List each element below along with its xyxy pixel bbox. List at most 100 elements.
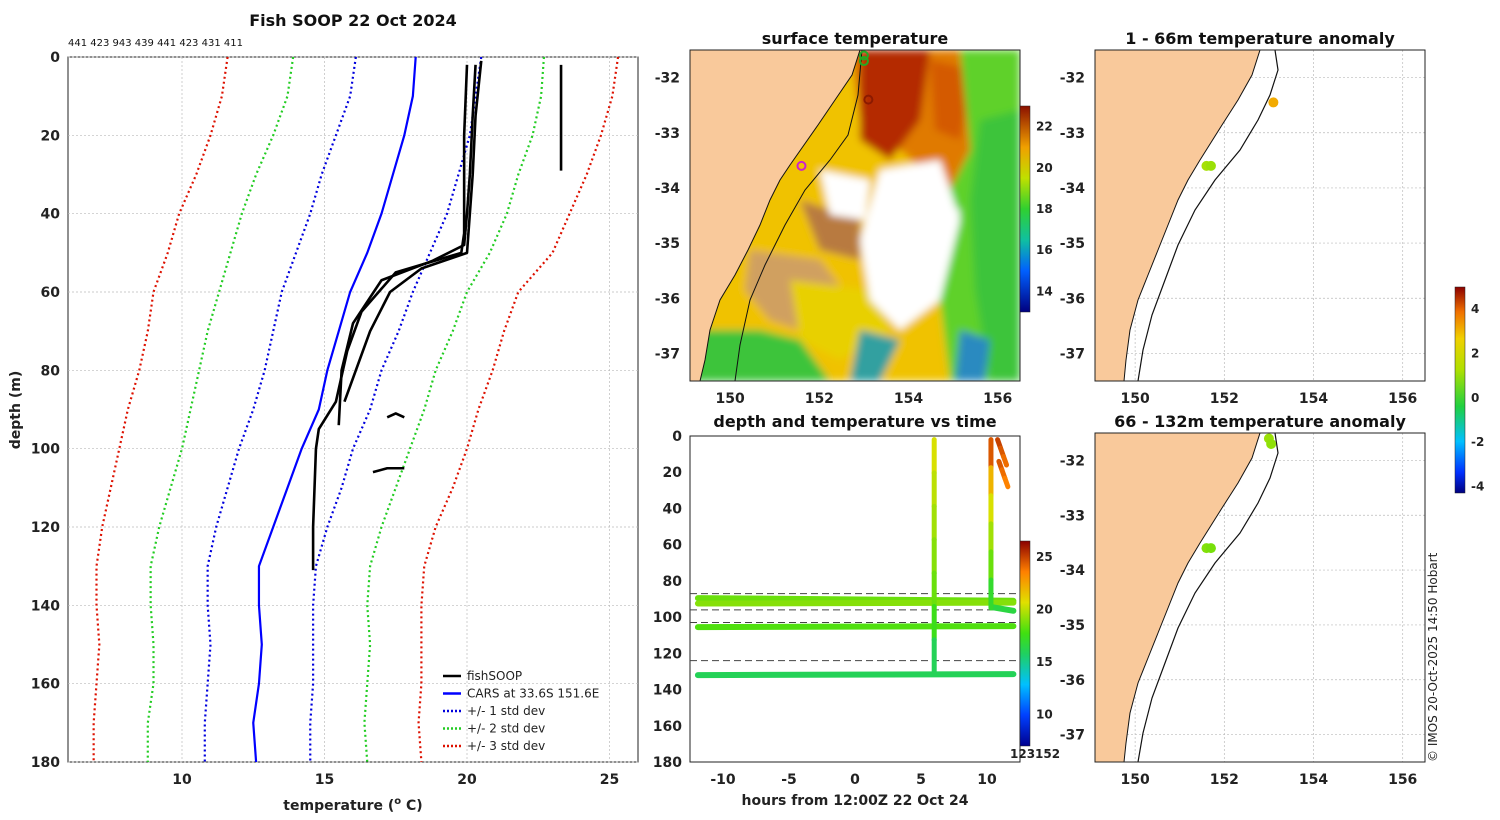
map-xtick-label: 152 bbox=[1210, 391, 1239, 407]
map-xtick-label: 152 bbox=[805, 391, 834, 407]
map-ytick-label: -37 bbox=[1060, 346, 1085, 362]
profile-xtick-label: 25 bbox=[600, 772, 619, 788]
anomaly-1-points bbox=[1201, 97, 1279, 171]
profile-series-line bbox=[92, 57, 229, 762]
anomaly-colorbar bbox=[1454, 286, 1466, 494]
depth-time-title: depth and temperature vs time bbox=[713, 412, 996, 431]
anomaly-colorbar-group: 4 2 0 -2 -4 bbox=[1454, 286, 1484, 494]
legend-label: +/- 2 std dev bbox=[467, 722, 545, 736]
profile-series-line bbox=[363, 57, 546, 762]
map-ytick-label: -32 bbox=[655, 71, 680, 87]
anomaly-colorbar-tick: 4 bbox=[1471, 302, 1479, 316]
map-xtick-label: 156 bbox=[1388, 391, 1417, 407]
profile-ytick-label: 120 bbox=[31, 520, 60, 536]
anomaly-2-axes-box bbox=[1094, 432, 1426, 763]
depth-time-xlabel: hours from 12:00Z 22 Oct 24 bbox=[742, 793, 969, 809]
fishsoop-profile-line bbox=[343, 60, 483, 403]
depth-time-xtick-label: 5 bbox=[916, 772, 926, 788]
profile-ytick-label: 140 bbox=[31, 598, 60, 614]
cast-segment bbox=[1002, 475, 1011, 490]
anomaly-point bbox=[1205, 543, 1216, 554]
legend-label: CARS at 33.6S 151.6E bbox=[467, 687, 599, 701]
anomaly-point bbox=[1268, 97, 1279, 108]
sst-colorbar-tick: 20 bbox=[1036, 161, 1053, 175]
depth-time-ytick-label: 180 bbox=[653, 755, 682, 771]
map-ytick-label: -36 bbox=[1060, 291, 1085, 307]
profile-ticks: 10 15 20 25 0 20 40 60 80 100 120 140 160 180 bbox=[31, 50, 619, 788]
map-ytick-label: -33 bbox=[1060, 126, 1085, 142]
depth-time-ytick-label: 0 bbox=[672, 429, 682, 445]
sst-colorbar-ticks: 14 16 18 20 22 bbox=[1036, 120, 1053, 299]
depth-time-colorbar-tick: 20 bbox=[1036, 602, 1053, 616]
profile-title: Fish SOOP 22 Oct 2024 bbox=[249, 11, 457, 30]
sst-station-marker bbox=[796, 160, 807, 171]
depth-time-colorbar-ticks: 10 15 20 25 bbox=[1036, 550, 1053, 722]
depth-time-ytick-label: 160 bbox=[653, 719, 682, 735]
anomaly-colorbar-tick: 2 bbox=[1471, 346, 1479, 360]
overlap-label: 1​2​3​1​5​2 bbox=[1010, 747, 1060, 761]
sst-ticks: 150 152 154 156 -32 -33 -34 -35 -36 -37 bbox=[655, 71, 1013, 407]
map-xtick-label: 150 bbox=[716, 391, 745, 407]
sst-title: surface temperature bbox=[762, 29, 949, 48]
map-ytick-label: -32 bbox=[1060, 71, 1085, 87]
map-ytick-label: -34 bbox=[1060, 181, 1086, 197]
sst-field bbox=[690, 50, 1020, 381]
anomaly-colorbar-ticks: 4 2 0 -2 -4 bbox=[1471, 302, 1484, 493]
legend-label: +/- 1 std dev bbox=[467, 704, 545, 718]
sst-markers bbox=[796, 50, 874, 171]
anomaly-2-ticks: 150 152 154 156 -32 -33 -34 -35 -36 -37 bbox=[1060, 453, 1418, 788]
sst-map-panel: surface temperature bbox=[655, 29, 1053, 407]
profile-ytick-label: 20 bbox=[41, 128, 61, 144]
profile-xtick-label: 10 bbox=[172, 772, 192, 788]
sst-colorbar bbox=[1019, 105, 1031, 313]
depth-time-ytick-label: 60 bbox=[663, 538, 683, 554]
anomaly-1-66m-panel: 1 - 66m temperature anomaly 150 152 154 156… bbox=[1060, 29, 1426, 407]
depth-time-xtick-label: 10 bbox=[977, 772, 997, 788]
tow-track bbox=[694, 671, 1017, 679]
profile-xlabel: temperature (o C) bbox=[283, 796, 422, 814]
map-xtick-label: 150 bbox=[1121, 772, 1150, 788]
depth-time-ytick-label: 80 bbox=[663, 574, 683, 590]
depth-time-panel: depth and temperature vs time -10 -5 0 5 100… bbox=[653, 412, 1060, 809]
depth-time-xtick-label: -10 bbox=[710, 772, 736, 788]
depth-time-marks bbox=[690, 437, 1020, 679]
map-ytick-label: -33 bbox=[1060, 508, 1085, 524]
profile-series-line bbox=[309, 57, 483, 762]
anomaly-colorbar-tick: 0 bbox=[1471, 391, 1479, 405]
anomaly-colorbar-tick: -2 bbox=[1471, 435, 1484, 449]
profile-panel: Fish SOOP 22 Oct 2024 441 423 943 439 44… bbox=[8, 11, 639, 814]
map-ytick-label: -37 bbox=[655, 346, 680, 362]
sst-station-marker bbox=[863, 94, 874, 105]
map-xtick-label: 152 bbox=[1210, 772, 1239, 788]
fishsoop-profile-line bbox=[311, 64, 469, 571]
depth-time-ytick-label: 100 bbox=[653, 610, 682, 626]
profile-legend: fishSOOP CARS at 33.6S 151.6E +/- 1 std de… bbox=[443, 669, 599, 753]
cast-segment bbox=[1001, 454, 1010, 468]
map-xtick-label: 154 bbox=[894, 391, 923, 407]
depth-time-colorbar-tick: 10 bbox=[1036, 707, 1053, 721]
profile-ytick-label: 60 bbox=[41, 285, 61, 301]
depth-time-colorbar bbox=[1019, 540, 1031, 747]
profile-axes-box bbox=[67, 56, 639, 763]
sst-station-marker bbox=[858, 50, 869, 61]
profile-ytick-label: 40 bbox=[41, 207, 61, 223]
legend-label: +/- 3 std dev bbox=[467, 739, 545, 753]
sst-station-marker bbox=[858, 56, 869, 67]
sst-colorbar-tick: 22 bbox=[1036, 120, 1053, 134]
anomaly-1-axes-box bbox=[1094, 49, 1426, 382]
anomaly-point bbox=[1266, 438, 1277, 449]
depth-time-xtick-label: 0 bbox=[850, 772, 860, 788]
map-ytick-label: -34 bbox=[655, 181, 681, 197]
profile-ytick-label: 100 bbox=[31, 442, 60, 458]
map-xtick-label: 154 bbox=[1299, 772, 1328, 788]
map-ytick-label: -36 bbox=[655, 291, 680, 307]
depth-time-colorbar-tick: 15 bbox=[1036, 655, 1053, 669]
map-ytick-label: -35 bbox=[1060, 236, 1085, 252]
anomaly-1-title: 1 - 66m temperature anomaly bbox=[1125, 29, 1395, 48]
tow-track bbox=[694, 599, 1017, 607]
depth-time-xtick-label: -5 bbox=[781, 772, 797, 788]
map-ytick-label: -37 bbox=[1060, 728, 1085, 744]
profile-ids: 441 423 943 439 441 423 431 411 bbox=[68, 38, 243, 49]
